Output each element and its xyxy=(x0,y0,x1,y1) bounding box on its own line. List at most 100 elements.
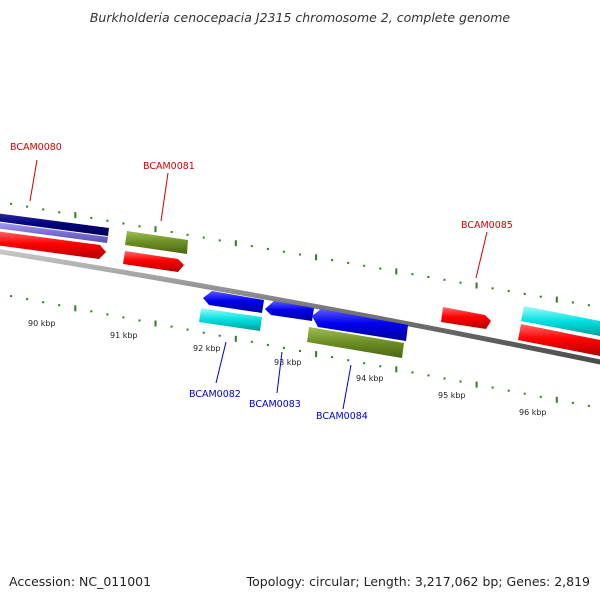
scale-minor-tick xyxy=(218,334,221,337)
upper-minor-tick xyxy=(218,239,221,242)
scale-minor-tick xyxy=(491,386,494,389)
scale-minor-tick xyxy=(523,392,526,395)
upper-minor-tick xyxy=(90,216,93,219)
feature-blue-bcam0084[interactable] xyxy=(312,309,408,341)
scale-minor-tick xyxy=(202,331,205,334)
accession-text: Accession: NC_011001 xyxy=(9,574,152,589)
genome-backbone xyxy=(0,249,600,365)
upper-minor-tick xyxy=(523,292,526,295)
upper-minor-tick xyxy=(186,233,189,236)
feature-red-bcam0085[interactable] xyxy=(441,307,491,329)
leader-bcam0084 xyxy=(342,364,352,410)
scale-label-92kbp: 92 kbp xyxy=(193,344,221,353)
upper-minor-tick xyxy=(26,205,29,208)
gene-label-bcam0081[interactable]: BCAM0081 xyxy=(143,161,195,172)
scale-minor-tick xyxy=(58,304,61,307)
scale-minor-tick xyxy=(10,295,13,298)
scale-minor-tick xyxy=(587,404,590,407)
upper-minor-tick xyxy=(443,278,446,281)
leader-bcam0081 xyxy=(160,172,169,222)
feature-cyan-bcam0082[interactable] xyxy=(199,308,262,331)
scale-label-90kbp: 90 kbp xyxy=(28,319,56,328)
gene-label-bcam0085[interactable]: BCAM0085 xyxy=(461,220,513,231)
scale-minor-tick xyxy=(250,340,253,343)
scale-minor-tick xyxy=(299,350,301,352)
gene-label-bcam0083[interactable]: BCAM0083 xyxy=(249,399,301,410)
upper-minor-tick xyxy=(106,219,109,222)
scale-minor-tick xyxy=(459,380,462,383)
upper-major-tick xyxy=(74,212,77,219)
scale-major-tick xyxy=(154,320,157,327)
topology-summary: Topology: circular; Length: 3,217,062 bp… xyxy=(246,574,590,589)
feature-blue-bcam0083[interactable] xyxy=(265,301,314,321)
upper-minor-tick xyxy=(266,247,269,250)
scale-label-94kbp: 94 kbp xyxy=(356,374,384,383)
feature-olive-bcam0081[interactable] xyxy=(125,231,188,254)
leader-bcam0083 xyxy=(276,351,283,394)
scale-major-tick xyxy=(234,335,237,342)
upper-minor-tick xyxy=(427,276,430,278)
feature-red-bcam0081[interactable] xyxy=(123,251,184,272)
upper-minor-tick xyxy=(282,250,285,253)
upper-minor-tick xyxy=(347,261,350,264)
gene-label-bcam0084[interactable]: BCAM0084 xyxy=(316,411,368,422)
upper-minor-tick xyxy=(299,253,301,256)
scale-minor-tick xyxy=(106,313,109,316)
scale-minor-tick xyxy=(507,389,510,392)
upper-minor-tick xyxy=(250,245,253,248)
scale-minor-tick xyxy=(26,298,29,301)
scale-label-96kbp: 96 kbp xyxy=(519,408,547,417)
scale-minor-tick xyxy=(138,319,141,322)
scale-minor-tick xyxy=(90,310,93,313)
upper-major-tick xyxy=(154,226,157,233)
feature-blue-bcam0082[interactable] xyxy=(203,291,264,313)
upper-minor-tick xyxy=(42,208,45,211)
scale-minor-tick xyxy=(282,346,285,349)
scale-minor-tick xyxy=(363,362,366,365)
scale-label-91kbp: 91 kbp xyxy=(110,331,138,340)
upper-minor-tick xyxy=(363,264,366,267)
upper-tick-row xyxy=(10,202,590,307)
scale-minor-tick xyxy=(539,395,542,398)
upper-minor-tick xyxy=(202,236,205,239)
scale-minor-tick xyxy=(443,377,446,380)
leader-bcam0082 xyxy=(215,341,227,384)
feature-red-bcam0080[interactable] xyxy=(0,231,106,259)
upper-major-tick xyxy=(315,254,318,261)
scale-label-93kbp: 93 kbp xyxy=(274,358,302,367)
feature-lavender-left[interactable] xyxy=(0,222,108,243)
scale-major-tick xyxy=(315,351,318,358)
scale-major-tick xyxy=(475,381,478,388)
scale-major-tick xyxy=(395,366,398,373)
upper-minor-tick xyxy=(459,281,462,284)
feature-cyan-right[interactable] xyxy=(521,306,600,337)
scale-minor-tick xyxy=(331,356,334,359)
upper-major-tick xyxy=(475,282,478,289)
scale-major-tick xyxy=(555,396,558,403)
scale-minor-tick xyxy=(122,316,125,319)
gene-label-bcam0080[interactable]: BCAM0080 xyxy=(10,142,62,153)
upper-minor-tick xyxy=(170,231,173,233)
scale-minor-tick xyxy=(411,371,414,374)
scale-minor-tick xyxy=(170,325,173,328)
scale-tick-row xyxy=(10,295,590,407)
upper-minor-tick xyxy=(539,295,542,298)
upper-minor-tick xyxy=(10,202,13,205)
upper-minor-tick xyxy=(587,304,590,307)
feature-navy-left[interactable] xyxy=(0,213,109,236)
scale-minor-tick xyxy=(427,374,430,377)
feature-red-right[interactable] xyxy=(518,324,600,357)
upper-major-tick xyxy=(234,240,237,247)
scale-minor-tick xyxy=(186,328,189,331)
upper-minor-tick xyxy=(379,267,382,270)
upper-minor-tick xyxy=(571,301,574,304)
scale-minor-tick xyxy=(347,359,350,362)
gene-label-bcam0082[interactable]: BCAM0082 xyxy=(189,389,241,400)
upper-minor-tick xyxy=(138,225,141,228)
upper-minor-tick xyxy=(331,259,334,262)
upper-minor-tick xyxy=(122,222,125,225)
feature-olive-bcam0084[interactable] xyxy=(307,327,404,358)
scale-minor-tick xyxy=(266,343,269,346)
